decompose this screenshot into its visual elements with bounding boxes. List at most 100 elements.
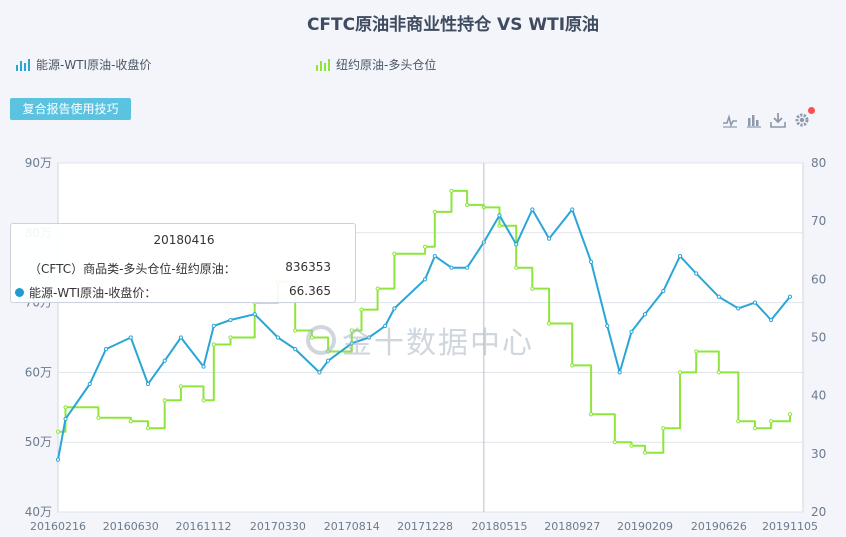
data-point xyxy=(383,323,388,328)
data-point xyxy=(787,412,793,417)
data-point xyxy=(716,370,721,375)
watermark: 金十数据中心 xyxy=(306,318,534,362)
data-point xyxy=(497,213,502,218)
tooltip-row-position: （CFTC）商品类-多头仓位-纽约原油： 836353 xyxy=(11,260,357,278)
data-point xyxy=(55,457,61,462)
data-point xyxy=(661,288,666,294)
bar-legend-icon xyxy=(316,58,330,71)
legend-item-wti[interactable]: 能源-WTI原油-收盘价 xyxy=(16,56,151,73)
data-point xyxy=(317,370,322,375)
data-point xyxy=(530,286,535,291)
x-tick-label: 20180515 xyxy=(471,520,527,533)
data-point xyxy=(201,398,206,403)
data-point xyxy=(465,202,470,207)
data-point xyxy=(752,426,758,431)
x-tick-label: 20171228 xyxy=(397,520,453,533)
data-point xyxy=(103,347,109,352)
data-point xyxy=(588,259,594,264)
data-point xyxy=(787,294,793,299)
data-tooltip: 20180416 （CFTC）商品类-多头仓位-纽约原油： 836353 能源-… xyxy=(10,223,356,303)
tooltip-value: 836353 xyxy=(285,260,331,274)
data-point xyxy=(178,335,183,340)
data-point xyxy=(769,419,774,424)
data-point xyxy=(293,347,298,352)
y-right-tick-label: 80 xyxy=(811,156,826,170)
data-point xyxy=(570,207,575,212)
data-point xyxy=(63,416,68,422)
data-point xyxy=(392,251,397,256)
line-chart-icon[interactable] xyxy=(722,112,738,128)
data-point xyxy=(275,335,281,340)
data-point xyxy=(63,405,68,410)
data-point xyxy=(769,317,774,323)
tooltip-value: 66.365 xyxy=(289,284,331,298)
data-point xyxy=(546,236,552,241)
tooltip-label: （CFTC）商品类-多头仓位-纽约原油： xyxy=(29,262,236,276)
y-right-tick-label: 40 xyxy=(811,389,826,403)
y-left-tick-label: 90万 xyxy=(25,156,52,170)
x-tick-label: 20190626 xyxy=(691,520,747,533)
legend-item-long-position[interactable]: 纽约原油-多头仓位 xyxy=(316,56,436,73)
data-point xyxy=(422,277,428,282)
data-point xyxy=(465,265,470,270)
y-right-tick-label: 70 xyxy=(811,214,826,228)
gear-icon[interactable] xyxy=(794,107,815,128)
data-point xyxy=(570,363,575,368)
data-point xyxy=(178,384,183,389)
data-point xyxy=(449,188,454,194)
data-point xyxy=(211,323,216,328)
notification-dot xyxy=(808,107,815,114)
data-point xyxy=(375,286,380,291)
data-point xyxy=(677,253,683,259)
data-point xyxy=(293,328,298,333)
download-icon[interactable] xyxy=(770,112,786,128)
chart-title: CFTC原油非商业性持仓 VS WTI原油 xyxy=(306,15,600,35)
series-dot-icon xyxy=(15,288,24,297)
data-point xyxy=(546,321,552,326)
data-point xyxy=(128,335,133,340)
data-point xyxy=(87,381,92,387)
data-point xyxy=(432,209,437,214)
data-point xyxy=(514,242,519,247)
data-point xyxy=(497,223,502,228)
bar-chart-icon[interactable] xyxy=(746,112,762,128)
x-tick-label: 20160216 xyxy=(30,520,86,533)
data-point xyxy=(201,364,206,369)
y-right-tick-label: 50 xyxy=(811,331,826,345)
x-tick-label: 20190209 xyxy=(617,520,673,533)
data-point xyxy=(629,443,634,448)
y-right-tick-label: 30 xyxy=(811,447,826,461)
data-point xyxy=(432,253,437,259)
data-point xyxy=(359,307,364,312)
data-point xyxy=(228,317,233,323)
data-point xyxy=(694,271,699,276)
data-point xyxy=(642,450,648,455)
data-point xyxy=(211,342,216,347)
data-point xyxy=(694,349,699,354)
data-point xyxy=(530,207,535,212)
x-tick-label: 20170814 xyxy=(324,520,380,533)
report-tips-button[interactable]: 复合报告使用技巧 xyxy=(10,98,131,120)
data-point xyxy=(661,426,666,431)
x-tick-label: 20160630 xyxy=(103,520,159,533)
bar-legend-icon xyxy=(16,58,30,71)
tooltip-date: 20180416 xyxy=(153,233,215,247)
tooltip-label: 能源-WTI原油-收盘价： xyxy=(29,286,157,300)
data-point xyxy=(228,335,233,340)
data-point xyxy=(617,370,622,375)
data-point xyxy=(514,265,519,270)
data-point xyxy=(252,312,257,317)
data-point xyxy=(588,412,594,417)
data-point xyxy=(716,294,721,299)
legend-label-long-position: 纽约原油-多头仓位 xyxy=(336,58,437,72)
x-tick-label: 20170330 xyxy=(250,520,306,533)
data-point xyxy=(145,426,151,431)
data-point xyxy=(55,429,61,434)
y-right-tick-label: 60 xyxy=(811,272,826,286)
data-point xyxy=(677,370,683,375)
x-tick-label: 20161112 xyxy=(176,520,232,533)
y-left-tick-label: 40万 xyxy=(25,505,52,519)
data-point xyxy=(449,265,454,270)
legend-label-wti: 能源-WTI原油-收盘价 xyxy=(36,58,152,72)
data-point xyxy=(349,328,354,333)
